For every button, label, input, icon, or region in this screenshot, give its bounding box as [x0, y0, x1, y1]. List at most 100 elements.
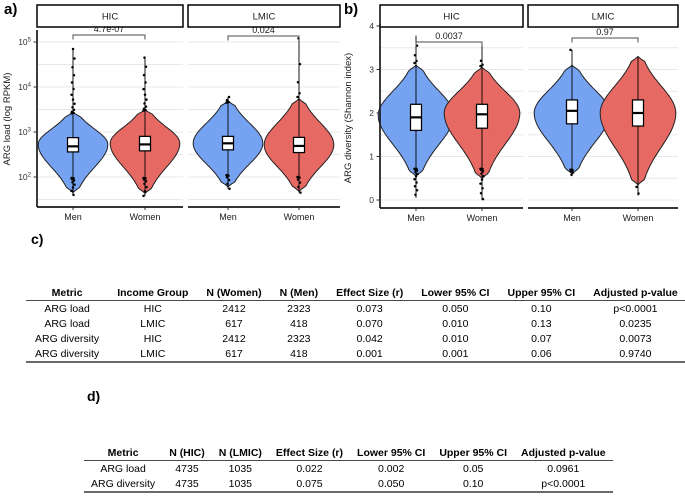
stats-table-by-income-group: Metric Income Group N (Women) N (Men) Effect… [26, 285, 685, 363]
y-tick-label: 2 [369, 108, 374, 118]
panel-c-label: c) [31, 231, 44, 247]
outlier-point [479, 168, 483, 172]
outlier-point [73, 102, 76, 106]
table-cell: ARG load [44, 317, 90, 330]
table-header-row: Metric N (HIC) N (LMIC) Effect Size (r) Lowe… [84, 445, 613, 461]
outlier-point [70, 189, 73, 193]
x-axis-category-label: Women [284, 212, 315, 222]
outlier-point [637, 192, 640, 195]
column-header: Effect Size (r) [268, 445, 351, 461]
column-header: Upper 95% CI [432, 445, 514, 461]
y-axis-title: ARG load (log RPKM) [2, 73, 13, 166]
outlier-point [413, 168, 417, 171]
outlier-point [70, 81, 74, 84]
outlier-point [142, 178, 146, 181]
outlier-point [413, 184, 417, 188]
column-header: Metric [26, 285, 109, 301]
outlier-point [413, 53, 417, 57]
table-cell: LMIC [108, 346, 198, 363]
x-axis-category-label: Men [407, 213, 425, 223]
y-axis-title: ARG diversity (Shannon index) [343, 53, 354, 183]
column-header: N (HIC) [162, 445, 212, 461]
outlier-point [145, 98, 148, 101]
p-value-label: 4.7e-07 [94, 24, 125, 34]
outlier-point [479, 192, 483, 195]
table-cell: ARG diversity [84, 476, 163, 493]
table-cell: LMIC [140, 317, 166, 330]
table-cell: 0.10 [531, 302, 552, 315]
table-row: ARG load LMIC 617 418 0.070 0.010 0.13 0.0235 [26, 316, 685, 331]
table-cell: 0.022 [296, 462, 323, 475]
outlier-point [142, 73, 146, 77]
y-tick-label: 3 [369, 65, 374, 75]
outlier-point [480, 178, 484, 181]
facet-strip [379, 4, 524, 28]
outlier-point [143, 182, 146, 186]
outlier-point [225, 101, 228, 104]
boxplot-box [66, 136, 80, 153]
outlier-point [296, 81, 300, 84]
outlier-point [143, 102, 146, 105]
table-cell: HIC [143, 302, 162, 315]
table-cell: 418 [270, 346, 328, 363]
outlier-point [72, 193, 75, 197]
outlier-point [297, 185, 300, 189]
facet-strip [527, 4, 679, 28]
outlier-point [296, 95, 299, 99]
outlier-point [414, 175, 418, 178]
column-header: Adjusted p-value [514, 445, 613, 461]
outlier-point [415, 59, 418, 63]
table-cell: 0.001 [327, 346, 413, 363]
table-cell: 2412 [222, 332, 246, 345]
table-cell: p<0.0001 [514, 476, 613, 493]
column-header: Metric [84, 445, 163, 461]
outlier-point [569, 48, 572, 52]
panel-d-label: d) [87, 388, 101, 404]
x-axis-category-label: Women [467, 213, 498, 223]
table-cell: 0.10 [432, 476, 514, 493]
table-cell: 0.002 [378, 462, 405, 475]
outlier-point [73, 57, 76, 60]
outlier-point [227, 100, 230, 104]
x-axis-category-label: Men [563, 213, 581, 223]
significance-bracket [227, 35, 300, 41]
table-row: ARG diversity LMIC 617 418 0.001 0.001 0.06 0.9… [26, 346, 685, 363]
table-row: ARG diversity HIC 2412 2323 0.042 0.010 0.07 0.… [26, 331, 685, 346]
facet-strip-label: LMIC [253, 12, 276, 23]
table-cell: 0.070 [356, 317, 383, 330]
table-cell: 0.010 [442, 317, 469, 330]
outlier-point [70, 110, 74, 114]
outlier-point [479, 59, 483, 63]
outlier-point [416, 172, 419, 176]
column-header: Lower 95% CI [350, 445, 433, 461]
outlier-point [415, 181, 418, 184]
table-cell: 0.001 [412, 346, 499, 363]
outlier-point [571, 171, 575, 174]
table-cell: ARG diversity [35, 332, 100, 345]
outlier-point [142, 87, 145, 91]
outlier-point [481, 186, 484, 190]
outlier-point [227, 174, 230, 177]
outlier-point [413, 177, 416, 181]
outlier-point [143, 56, 146, 59]
table-cell: 617 [197, 346, 271, 363]
facet-strip [187, 4, 341, 28]
table-cell: 418 [290, 317, 308, 330]
table-cell: 0.073 [356, 302, 383, 315]
table-cell: 0.06 [498, 346, 585, 363]
significance-bracket [571, 37, 639, 43]
p-value-label: 0.0037 [435, 31, 463, 41]
stats-table-overall: Metric N (HIC) N (LMIC) Effect Size (r) Lowe… [84, 445, 613, 493]
facet-strip-label: HIC [443, 12, 460, 23]
outlier-point [414, 170, 417, 174]
column-header: N (Men) [270, 285, 328, 301]
panel-b-label: b) [344, 1, 359, 18]
table-cell: ARG load [100, 462, 146, 475]
outlier-point [413, 61, 416, 65]
outlier-point [72, 87, 75, 91]
table-cell: 617 [225, 317, 243, 330]
outlier-point [299, 191, 302, 194]
outlier-point [225, 176, 229, 179]
column-header: Adjusted p-value [584, 285, 685, 301]
